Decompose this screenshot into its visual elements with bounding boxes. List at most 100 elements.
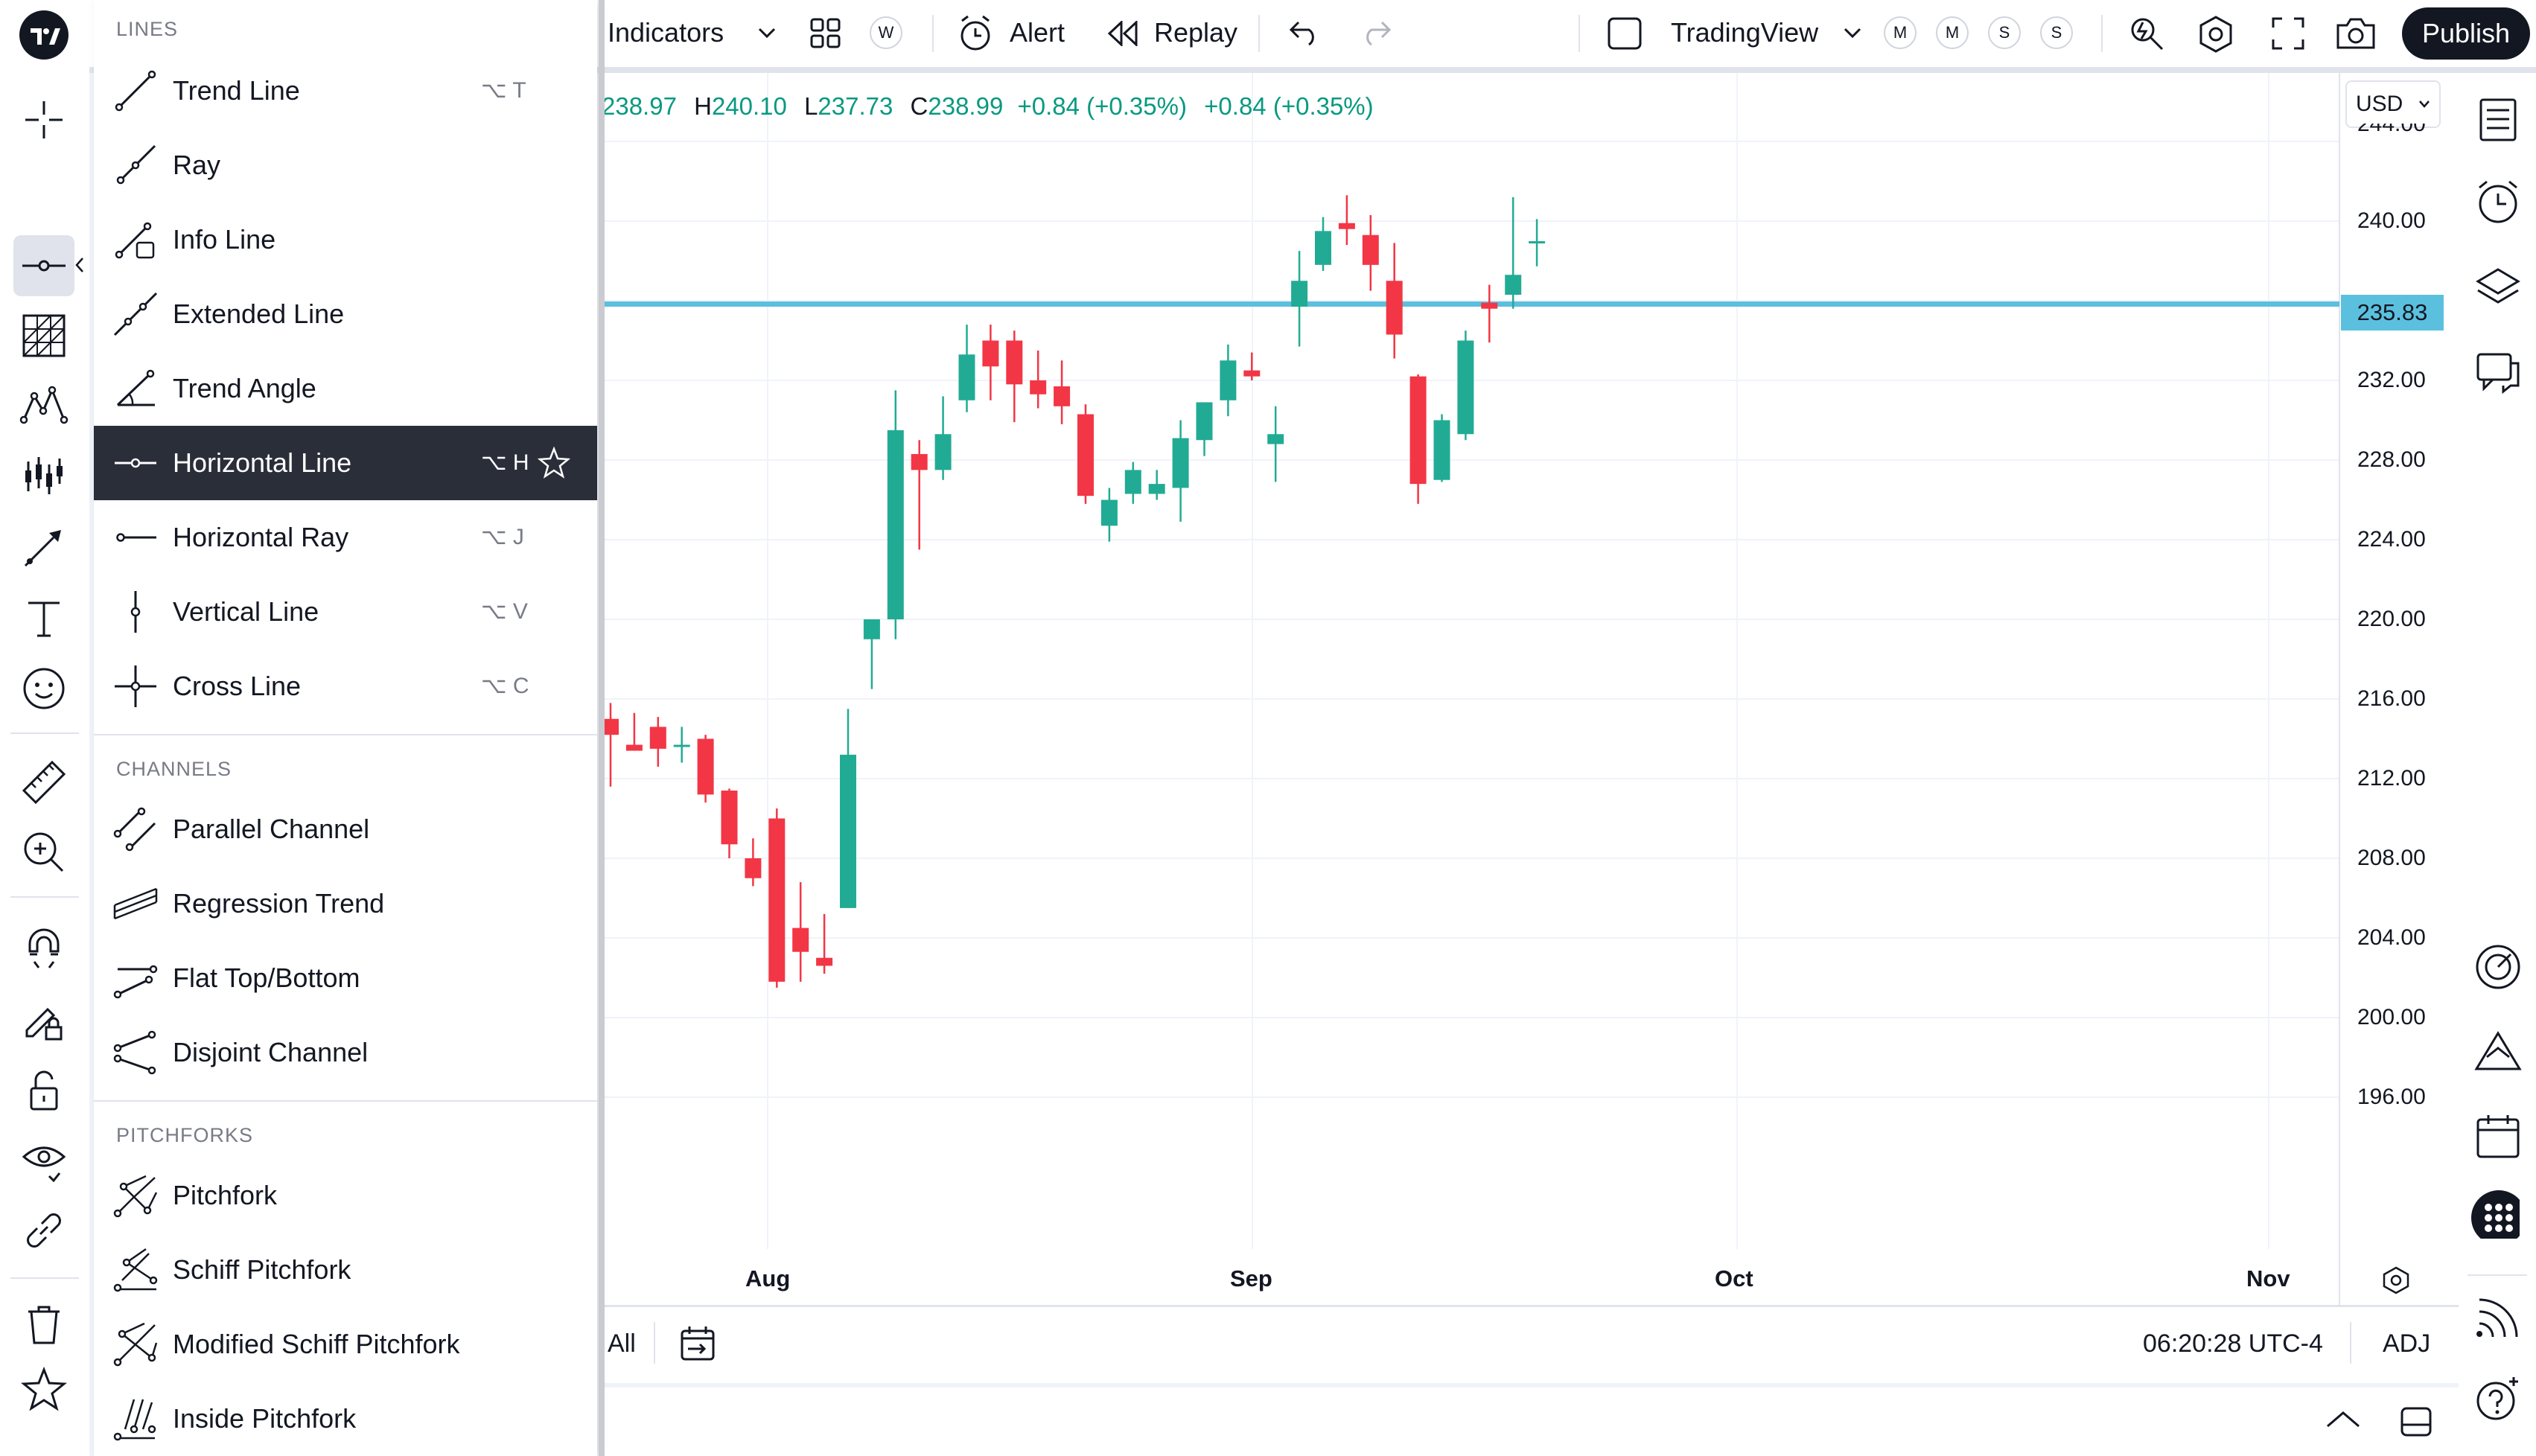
- currency-select[interactable]: USD: [2345, 80, 2441, 128]
- watchlist-icon[interactable]: [2473, 95, 2523, 144]
- alarm-clock-icon[interactable]: [2473, 177, 2523, 226]
- link-icon[interactable]: [19, 1206, 69, 1255]
- tool-info-line[interactable]: Info Line: [94, 202, 597, 277]
- interval-button[interactable]: W: [870, 16, 902, 49]
- magnet-icon[interactable]: [19, 926, 69, 975]
- adj-toggle[interactable]: ADJ: [2383, 1329, 2431, 1358]
- layout-square-icon[interactable]: [1607, 16, 1643, 51]
- time-tick-label: Oct: [1715, 1265, 1753, 1291]
- divider: [10, 896, 79, 898]
- calendar-icon[interactable]: [2473, 1112, 2523, 1161]
- quick-search-icon[interactable]: [2128, 15, 2165, 52]
- replay-button[interactable]: Replay: [1154, 17, 1238, 48]
- star-icon[interactable]: [19, 1365, 69, 1414]
- bottom-panel-strip: [605, 1388, 2459, 1456]
- candle-body: [863, 619, 880, 639]
- tool-trend-line[interactable]: Trend Line ⌥ T: [94, 54, 597, 128]
- undo-icon[interactable]: [1288, 19, 1321, 46]
- price-chart[interactable]: [605, 73, 2459, 1306]
- mini-button-s1[interactable]: S: [1988, 16, 2021, 49]
- tool-vertical-line[interactable]: Vertical Line ⌥ V: [94, 575, 597, 649]
- signal-icon[interactable]: [2473, 1294, 2523, 1343]
- layout-name[interactable]: TradingView: [1671, 17, 1819, 48]
- candle-body: [1267, 434, 1284, 444]
- fullscreen-icon[interactable]: [2271, 16, 2305, 51]
- indicators-button[interactable]: Indicators: [608, 17, 724, 48]
- tool-cross-line[interactable]: Cross Line ⌥ C: [94, 649, 597, 724]
- tool-extended-line[interactable]: Extended Line: [94, 277, 597, 351]
- divider: [932, 15, 934, 52]
- layers-icon[interactable]: [2473, 264, 2523, 313]
- clock-time[interactable]: 06:20:28 UTC-4: [2143, 1329, 2323, 1358]
- candle-body: [840, 754, 856, 908]
- replay-icon[interactable]: [1106, 21, 1139, 46]
- tool-parallel-channel[interactable]: Parallel Channel: [94, 792, 597, 866]
- forecast-tool-icon[interactable]: [19, 451, 69, 500]
- chevron-down-icon[interactable]: [1842, 24, 1863, 42]
- tool-trend-angle[interactable]: Trend Angle: [94, 351, 597, 426]
- brush-tool-icon[interactable]: [19, 523, 69, 572]
- pattern-tool-icon[interactable]: [19, 381, 69, 430]
- mini-button-m1[interactable]: M: [1884, 16, 1917, 49]
- goto-date-icon[interactable]: [679, 1325, 718, 1362]
- publish-button[interactable]: Publish: [2402, 7, 2530, 60]
- help-icon[interactable]: [2473, 1374, 2523, 1423]
- tool-hotkey: ⌥ V: [481, 599, 528, 624]
- tool-regression-trend[interactable]: Regression Trend: [94, 866, 597, 941]
- tool-pitchfork[interactable]: Pitchfork: [94, 1158, 597, 1233]
- maximize-panel-icon[interactable]: [2399, 1405, 2433, 1438]
- tool-disjoint-channel[interactable]: Disjoint Channel: [94, 1015, 597, 1090]
- high-key: H: [694, 92, 712, 120]
- lock-drawing-icon[interactable]: [19, 996, 69, 1045]
- chevron-up-icon[interactable]: [2325, 1408, 2362, 1431]
- unlock-icon[interactable]: [19, 1066, 69, 1115]
- mini-button-m2[interactable]: M: [1936, 16, 1969, 49]
- crosshair-icon[interactable]: [19, 95, 69, 144]
- axis-settings-icon[interactable]: [2381, 1265, 2411, 1295]
- change-value-2: +0.84 (+0.35%): [1204, 92, 1374, 120]
- alarm-clock-plus-icon[interactable]: [958, 15, 998, 54]
- chart-pane[interactable]: [605, 73, 2459, 1306]
- range-all-button[interactable]: All: [608, 1329, 636, 1358]
- zoom-in-icon[interactable]: [19, 828, 69, 877]
- tool-hotkey: ⌥ T: [481, 78, 526, 103]
- redo-icon[interactable]: [1360, 19, 1392, 46]
- chat-icon[interactable]: [2473, 348, 2523, 397]
- candle-body: [1433, 420, 1450, 480]
- mountain-icon[interactable]: [2473, 1027, 2523, 1076]
- tool-horizontal-line[interactable]: Horizontal Line ⌥ H: [94, 426, 597, 500]
- candle-body: [1362, 234, 1379, 265]
- parallel-channel-icon: [113, 807, 156, 852]
- target-icon[interactable]: [2473, 942, 2523, 992]
- fib-grid-icon[interactable]: [19, 311, 69, 360]
- tradingview-logo-icon[interactable]: [19, 10, 69, 60]
- alert-button[interactable]: Alert: [1010, 17, 1065, 48]
- close-value: 238.99: [928, 92, 1004, 120]
- tool-inside-pitchfork[interactable]: Inside Pitchfork: [94, 1382, 597, 1456]
- tool-modified-schiff-pitchfork[interactable]: Modified Schiff Pitchfork: [94, 1307, 597, 1382]
- apps-grid-icon[interactable]: [2470, 1190, 2520, 1239]
- templates-grid-icon[interactable]: [810, 18, 841, 49]
- panel-scrollbar[interactable]: [599, 0, 605, 1456]
- extended-line-icon: [113, 292, 158, 336]
- price-tick-label: 244.00: [2357, 124, 2426, 136]
- mini-button-s2[interactable]: S: [2040, 16, 2073, 49]
- trash-icon[interactable]: [19, 1300, 69, 1349]
- horizontal-line-tool-icon[interactable]: [19, 241, 69, 290]
- tool-flat-top-bottom[interactable]: Flat Top/Bottom: [94, 941, 597, 1015]
- favorite-star-icon[interactable]: [538, 447, 570, 479]
- candle-body: [982, 340, 999, 367]
- emoji-icon[interactable]: [19, 664, 69, 713]
- open-value: 238.97: [602, 92, 677, 120]
- camera-icon[interactable]: [2335, 16, 2377, 51]
- tool-horizontal-ray[interactable]: Horizontal Ray ⌥ J: [94, 500, 597, 575]
- eye-icon[interactable]: [19, 1136, 69, 1185]
- candle-body: [1077, 414, 1094, 496]
- tool-schiff-pitchfork[interactable]: Schiff Pitchfork: [94, 1233, 597, 1307]
- text-tool-icon[interactable]: [19, 594, 69, 643]
- ruler-icon[interactable]: [19, 758, 69, 807]
- chevron-left-icon[interactable]: [74, 256, 85, 274]
- tool-ray[interactable]: Ray: [94, 128, 597, 202]
- settings-icon[interactable]: [2196, 15, 2235, 54]
- chevron-down-icon[interactable]: [756, 24, 777, 42]
